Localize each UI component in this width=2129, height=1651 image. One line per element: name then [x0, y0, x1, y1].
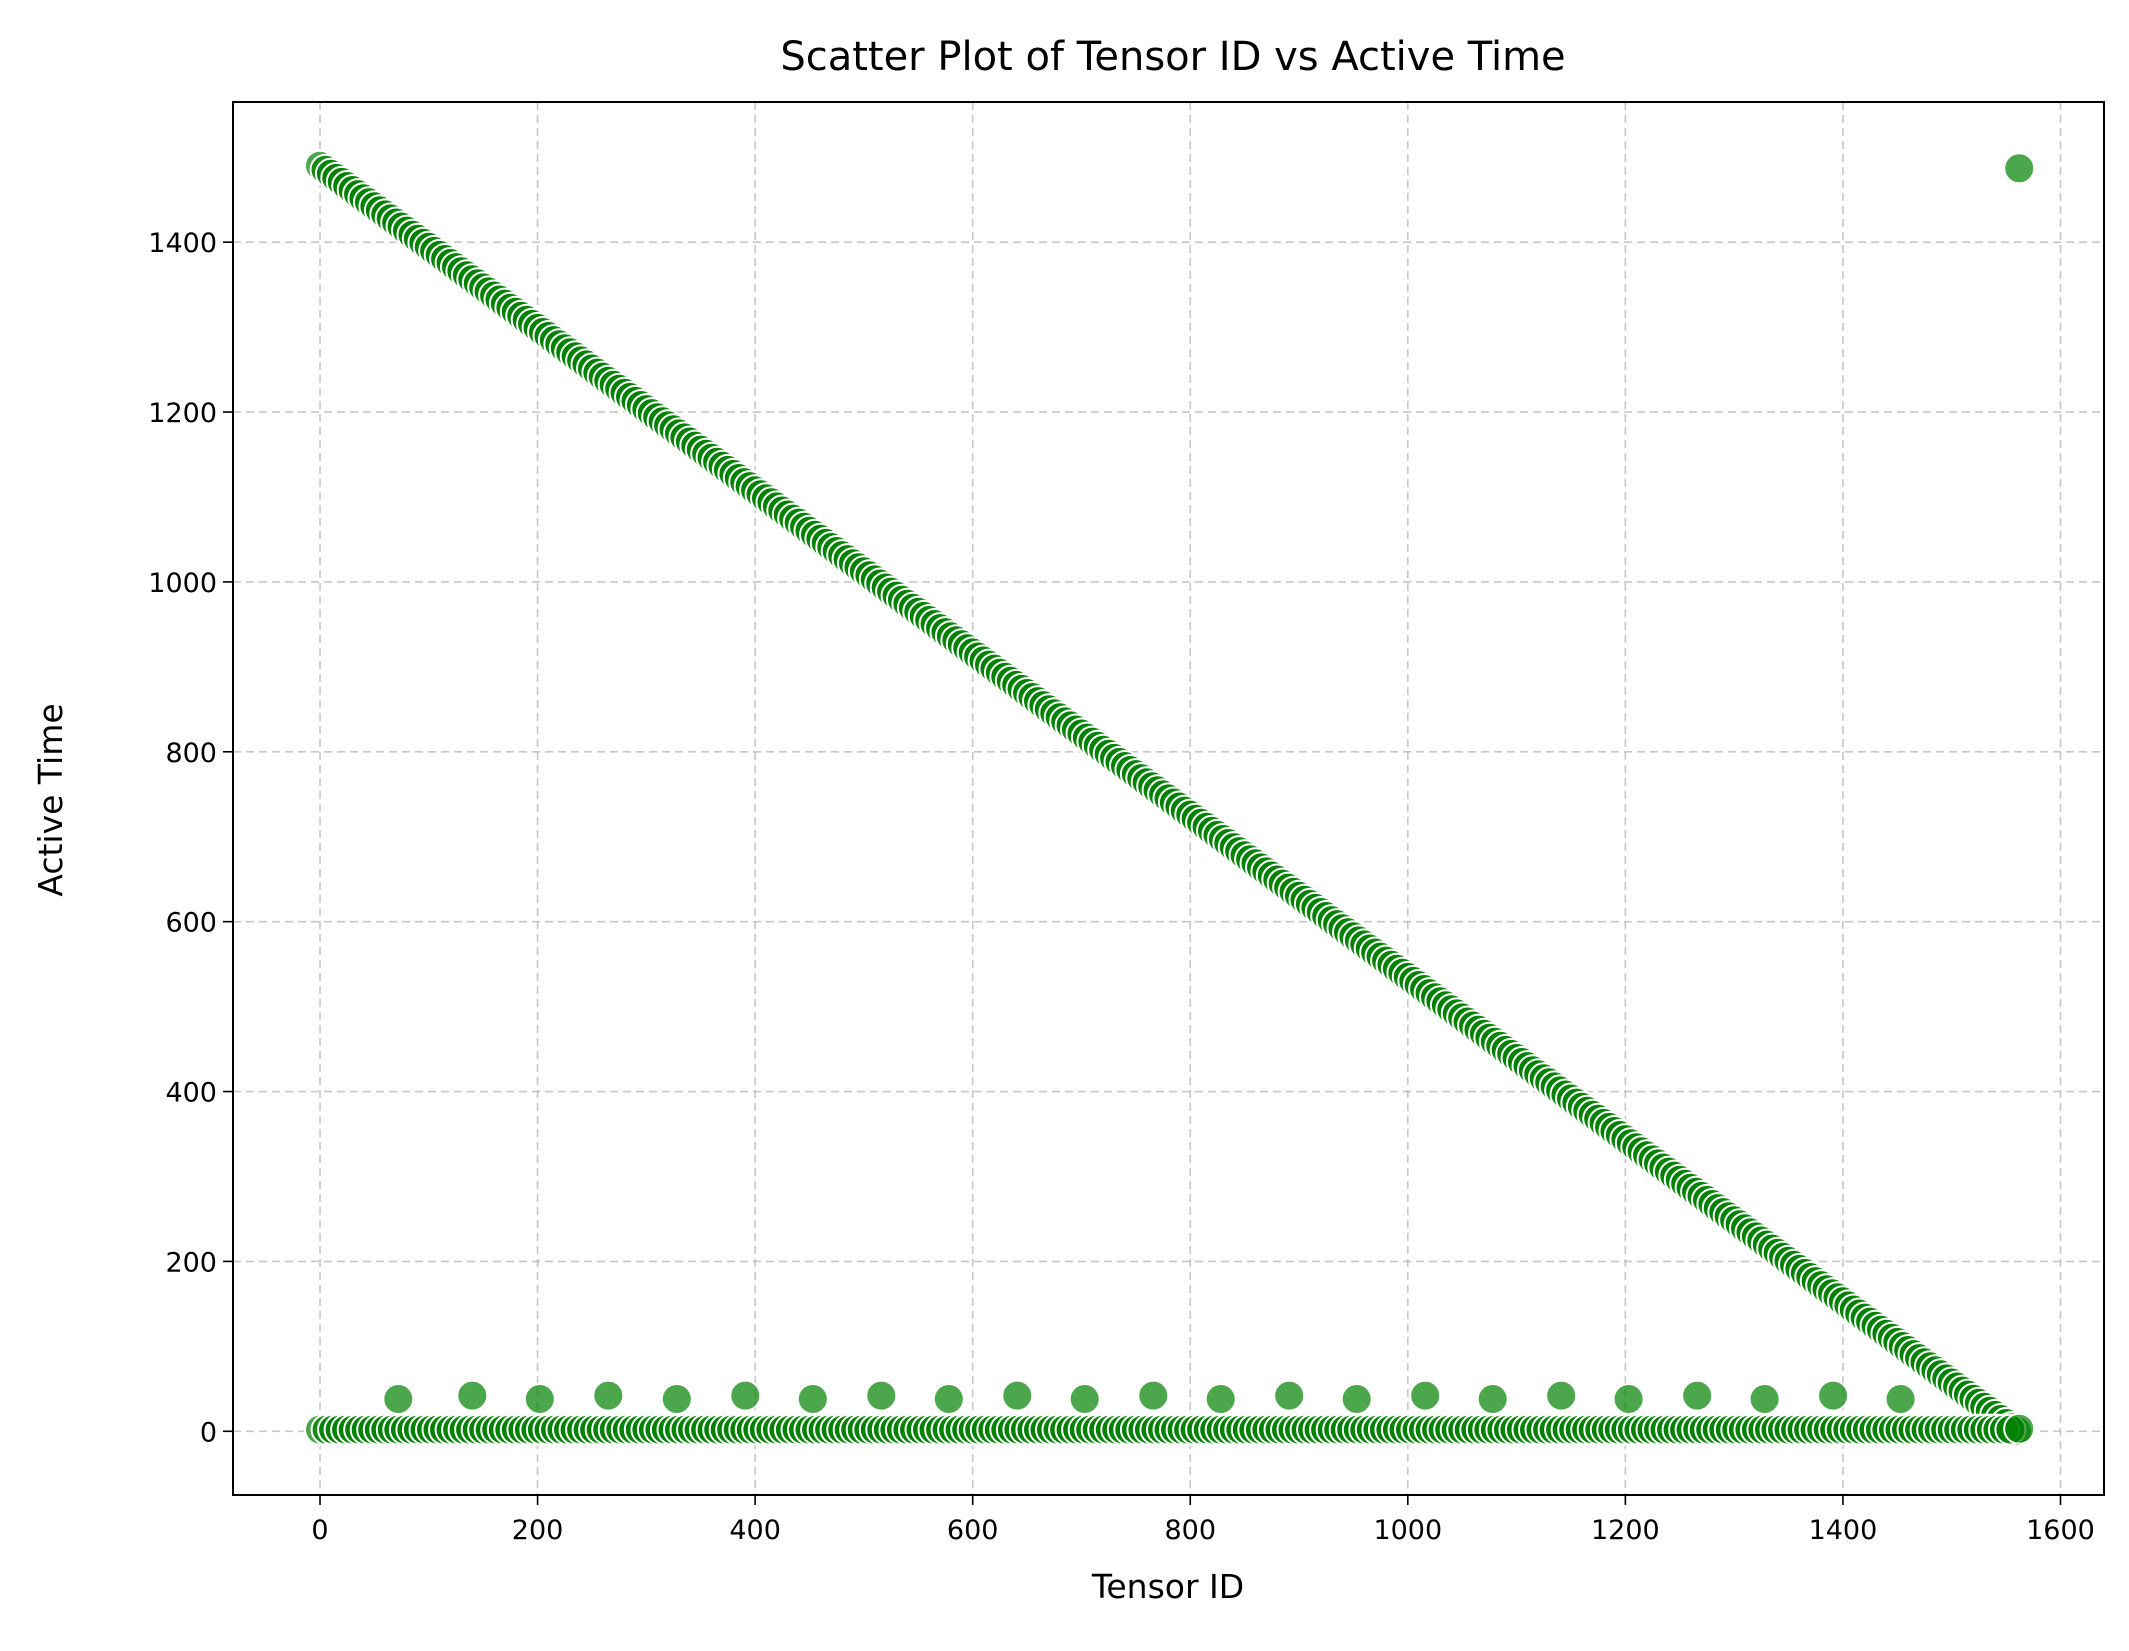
- y-tick-label: 200: [165, 1247, 217, 1278]
- plot-frame: [232, 101, 2105, 1496]
- data-point-periodic: [1273, 1379, 1306, 1412]
- data-point-periodic: [660, 1383, 693, 1415]
- data-point-periodic: [1612, 1383, 1645, 1415]
- data-point-outlier: [2003, 1412, 2036, 1445]
- data-point-periodic: [1476, 1383, 1509, 1415]
- data-point-periodic: [1204, 1383, 1237, 1415]
- data-point-periodic: [523, 1383, 556, 1415]
- x-tick-label: 1200: [1591, 1515, 1660, 1546]
- x-tick-label: 400: [729, 1515, 781, 1546]
- y-tick-label: 800: [165, 738, 217, 769]
- data-point-periodic: [796, 1383, 829, 1415]
- y-tick-label: 1200: [148, 398, 217, 429]
- y-tick-label: 600: [165, 908, 217, 939]
- x-tick-label: 1000: [1373, 1515, 1442, 1546]
- data-point-periodic: [1748, 1383, 1781, 1415]
- data-point-periodic: [1409, 1379, 1442, 1412]
- x-tick-label: 1600: [2026, 1515, 2095, 1546]
- x-tick-label: 200: [512, 1515, 564, 1546]
- chart-title: Scatter Plot of Tensor ID vs Active Time: [780, 34, 1565, 80]
- x-axis-label: Tensor ID: [1091, 1567, 1244, 1606]
- y-tick-label: 1400: [148, 228, 217, 259]
- data-point-periodic: [1068, 1383, 1101, 1415]
- data-point-periodic: [1001, 1379, 1034, 1412]
- data-point-outlier: [2003, 152, 2036, 185]
- data-point-periodic: [865, 1379, 898, 1412]
- y-tick-label: 1000: [148, 568, 217, 599]
- y-axis-label: Active Time: [31, 703, 70, 896]
- x-tick-label: 600: [947, 1515, 999, 1546]
- data-point-periodic: [592, 1379, 625, 1412]
- data-point-periodic: [1817, 1379, 1850, 1412]
- data-point-periodic: [1681, 1379, 1714, 1412]
- x-tick-label: 800: [1164, 1515, 1216, 1546]
- data-point-periodic: [1137, 1379, 1170, 1412]
- data-point-periodic: [1340, 1383, 1373, 1415]
- data-point-periodic: [729, 1379, 762, 1412]
- x-tick-label: 1400: [1809, 1515, 1878, 1546]
- x-tick-label: 0: [311, 1515, 328, 1546]
- data-point-periodic: [1545, 1379, 1578, 1412]
- data-point-periodic: [932, 1383, 965, 1415]
- data-point-periodic: [382, 1383, 415, 1415]
- y-tick-label: 400: [165, 1078, 217, 1109]
- grid-lines: [233, 102, 2104, 1495]
- x-axis-ticks: 0 200 400 600 800 1000 1200 1400 1600: [311, 1495, 2095, 1546]
- y-tick-label: 0: [200, 1417, 217, 1448]
- data-points: [304, 149, 2036, 1448]
- data-point-periodic: [456, 1379, 489, 1412]
- y-axis-ticks: 0 200 400 600 800 1000 1200 1400: [148, 228, 233, 1448]
- data-point-periodic: [1884, 1383, 1917, 1415]
